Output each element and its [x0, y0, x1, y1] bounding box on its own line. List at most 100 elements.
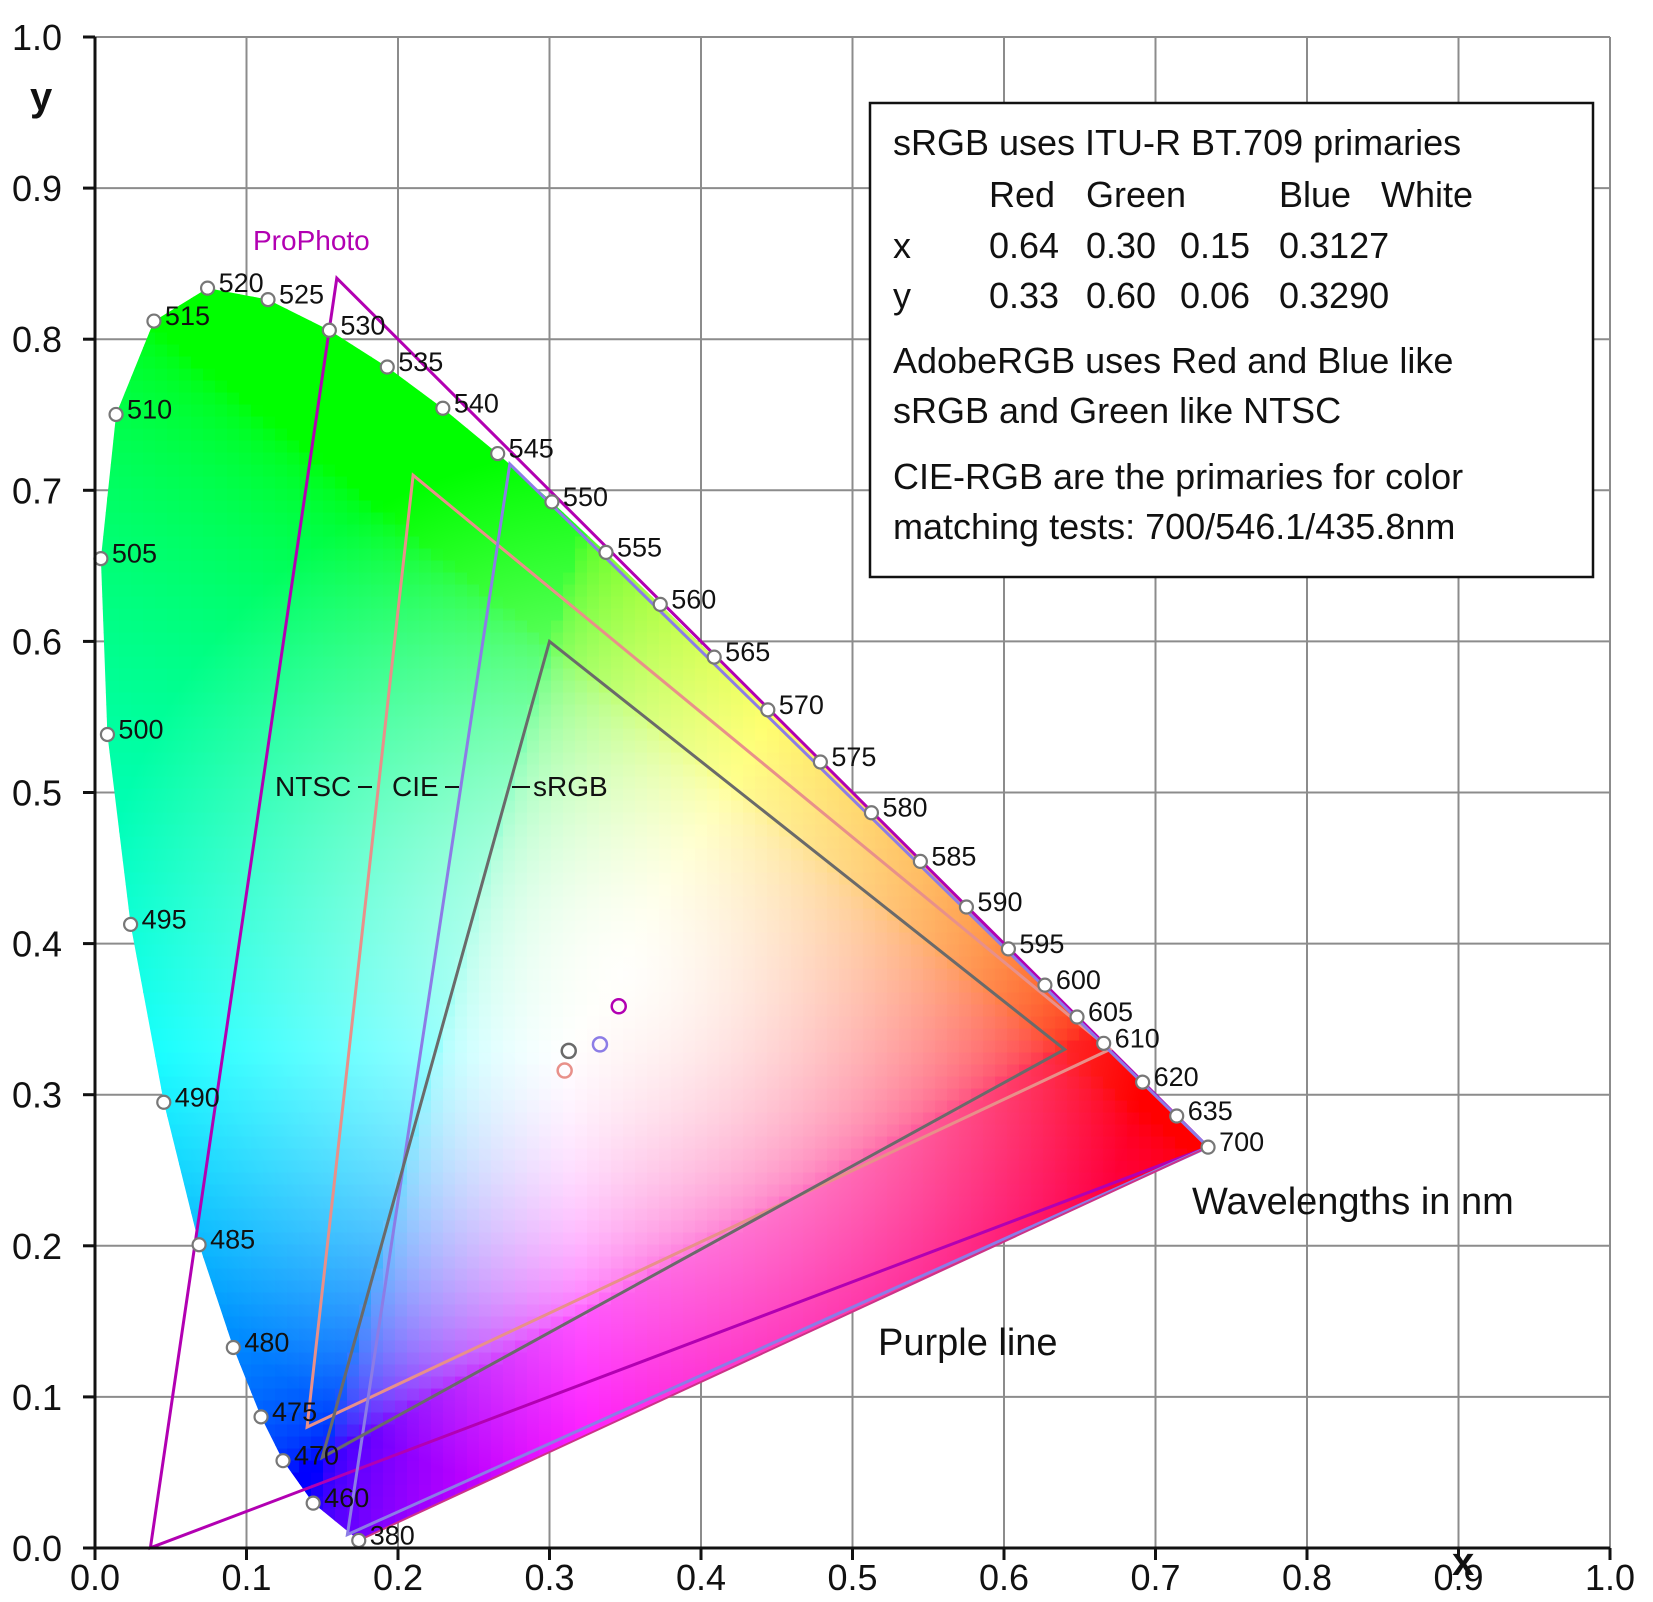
color-cell [587, 428, 600, 442]
color-cell [443, 308, 456, 322]
color-cell [107, 1328, 120, 1342]
color-cell [203, 1316, 216, 1330]
color-cell [527, 416, 540, 430]
color-cell [155, 273, 168, 286]
color-cell [575, 1520, 588, 1534]
color-cell [623, 404, 636, 418]
color-cell [191, 1484, 204, 1498]
color-cell [491, 1532, 504, 1541]
color-cell [191, 1532, 204, 1541]
color-cell [635, 1532, 648, 1541]
color-cell [203, 1532, 216, 1541]
color-cell [551, 261, 564, 274]
color-cell [647, 288, 660, 298]
color-cell [100, 1340, 108, 1354]
color-cell [203, 1292, 216, 1306]
color-cell [455, 296, 468, 310]
color-cell [479, 1520, 492, 1534]
color-cell [551, 1496, 564, 1510]
color-cell [119, 1052, 132, 1066]
color-cell [275, 1532, 288, 1541]
color-cell [191, 1388, 204, 1402]
color-cell [131, 1112, 144, 1126]
color-cell [623, 368, 636, 382]
color-cell [100, 848, 108, 862]
color-cell [107, 860, 120, 874]
color-cell [119, 1184, 132, 1198]
color-cell [575, 368, 588, 382]
color-cell [431, 249, 444, 262]
color-cell [287, 1532, 300, 1541]
color-cell [179, 273, 192, 286]
color-cell [599, 1484, 612, 1498]
color-cell [635, 320, 648, 334]
color-cell [100, 440, 108, 454]
color-cell [203, 1364, 216, 1378]
color-cell [191, 1508, 204, 1522]
color-cell [119, 1424, 132, 1438]
color-cell [455, 308, 468, 322]
color-cell [647, 308, 660, 322]
color-cell [623, 1472, 636, 1486]
color-cell [551, 356, 564, 370]
color-cell [227, 1448, 240, 1462]
color-cell [131, 249, 144, 262]
color-cell [179, 249, 192, 262]
color-cell [215, 1436, 228, 1450]
color-cell [119, 273, 132, 286]
color-cell [131, 288, 144, 298]
color-cell [131, 1520, 144, 1534]
color-cell [515, 356, 528, 370]
color-cell [551, 464, 564, 478]
color-cell [119, 1508, 132, 1522]
color-cell [479, 296, 492, 310]
color-cell [515, 404, 528, 418]
color-cell [587, 320, 600, 334]
color-cell [119, 1472, 132, 1486]
color-cell [623, 308, 636, 322]
color-cell [167, 1484, 180, 1498]
color-cell [467, 273, 480, 286]
color-cell [599, 1460, 612, 1474]
color-cell [515, 1508, 528, 1522]
color-cell [107, 296, 120, 310]
color-cell [100, 1256, 108, 1270]
color-cell [143, 1160, 156, 1174]
color-cell [395, 296, 408, 310]
color-cell [143, 1184, 156, 1198]
color-cell [599, 404, 612, 418]
color-cell [527, 392, 540, 406]
color-cell [587, 1496, 600, 1510]
color-cell [635, 1484, 648, 1498]
color-cell [155, 1196, 168, 1210]
color-cell [100, 1040, 108, 1054]
color-cell [100, 1292, 108, 1306]
color-cell [515, 416, 528, 430]
color-cell [551, 1520, 564, 1534]
color-cell [479, 273, 492, 286]
color-cell [131, 1364, 144, 1378]
color-cell [527, 368, 540, 382]
color-cell [179, 1496, 192, 1510]
color-cell [100, 1484, 108, 1498]
color-cell [527, 380, 540, 394]
color-cell [263, 1508, 276, 1522]
color-cell [467, 249, 480, 262]
color-cell [239, 1496, 252, 1510]
color-cell [263, 1448, 276, 1462]
color-cell [395, 288, 408, 298]
color-cell [107, 824, 120, 838]
color-cell [611, 440, 624, 454]
color-cell [467, 1520, 480, 1534]
color-cell [167, 1328, 180, 1342]
color-cell [371, 344, 384, 358]
color-cell [515, 296, 528, 310]
color-cell [203, 1352, 216, 1366]
color-cell [599, 452, 612, 466]
color-cell [107, 1424, 120, 1438]
color-cell [155, 1316, 168, 1330]
color-cell [575, 296, 588, 310]
color-cell [599, 1436, 612, 1450]
color-cell [467, 1508, 480, 1522]
color-cell [203, 1328, 216, 1342]
